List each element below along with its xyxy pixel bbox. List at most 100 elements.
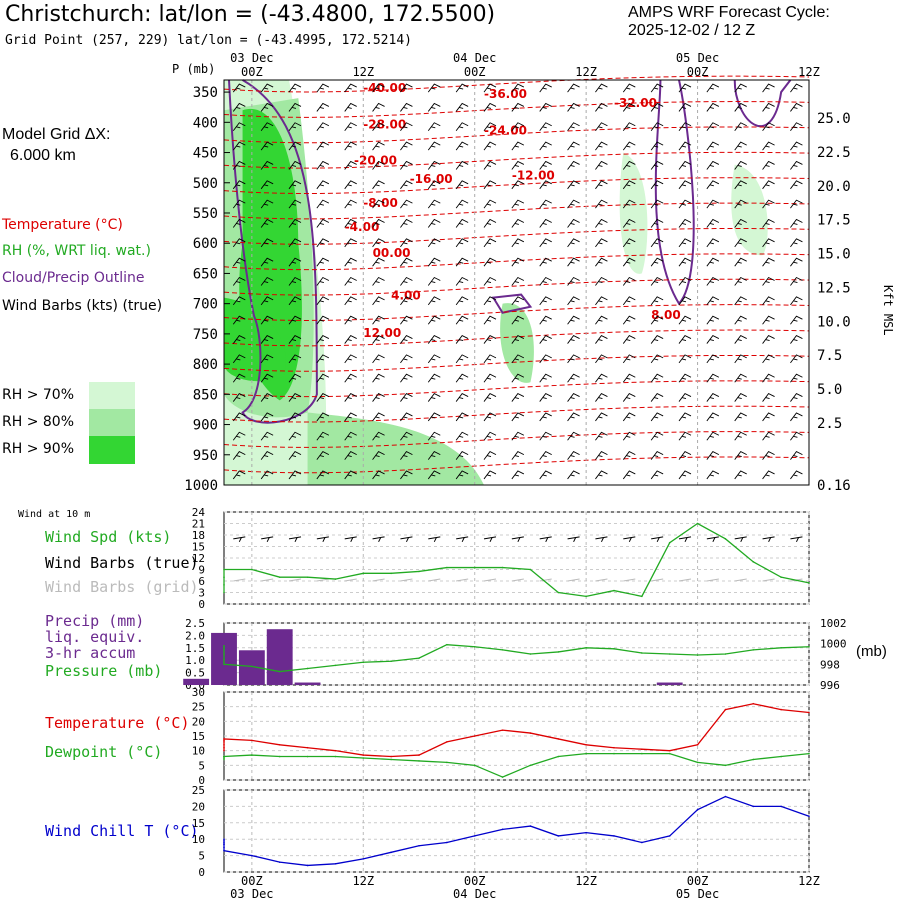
wind-barb	[706, 180, 720, 190]
wind-barb	[511, 354, 525, 364]
wind-barb	[790, 431, 803, 441]
wind-barb	[734, 315, 747, 325]
wind-barb	[316, 470, 330, 480]
wind-barb	[483, 393, 497, 402]
wind-barb	[232, 122, 246, 132]
temp-panel-ytick-label: 5	[198, 759, 205, 772]
wind-barb	[762, 315, 775, 325]
precip-bar	[266, 629, 293, 685]
wind-barb	[539, 180, 552, 190]
wind-barb	[790, 238, 803, 248]
pressure-tick-label: 900	[193, 418, 218, 434]
wind-barb	[622, 257, 636, 267]
wind-speed-line-point	[473, 566, 476, 569]
precip-bar	[656, 682, 683, 685]
isotherm-line	[223, 101, 810, 118]
wind-barb	[678, 180, 692, 190]
wind-barb	[539, 122, 552, 132]
wind-barb	[539, 199, 552, 209]
wind-barb	[567, 257, 580, 267]
wind-speed-line-point	[724, 538, 727, 540]
isotherm-label: 00.00	[373, 246, 411, 260]
windchill-panel-frame	[223, 789, 810, 873]
wind-barb	[650, 412, 664, 422]
wind-barb	[316, 199, 330, 209]
wind-barb	[790, 199, 803, 209]
wind-barb	[595, 122, 608, 132]
wind-barb	[622, 122, 636, 132]
wind-barb	[762, 238, 775, 248]
date-label-bottom: 04 Dec	[453, 887, 496, 900]
wind-barb	[232, 451, 246, 460]
wind-barb	[595, 102, 608, 112]
wind-speed-line-point	[223, 584, 225, 586]
temperature-line-point	[668, 749, 671, 752]
wind-barb	[567, 373, 580, 383]
wind-barb	[622, 334, 636, 344]
height-tick-label: 2.5	[817, 416, 842, 432]
wind-barb	[595, 470, 608, 480]
wind-barb	[483, 218, 497, 228]
wind-barb	[232, 257, 246, 267]
wind-barb	[678, 373, 692, 383]
wind-panel-ytick-label: 9	[198, 564, 205, 577]
wind-barb	[232, 141, 246, 151]
windchill-line-point	[446, 841, 448, 844]
wind-barb	[232, 315, 246, 325]
surface-wind-barb	[372, 536, 385, 543]
isotherm-label: -24.00	[484, 123, 527, 137]
wind-barb	[650, 431, 664, 441]
wind-speed-line-point	[780, 576, 782, 578]
wind-barb	[511, 276, 525, 286]
wind-barb	[400, 238, 413, 248]
wind-barb	[427, 412, 441, 422]
grid-wind-barb	[372, 578, 385, 582]
wind-barb	[511, 141, 525, 151]
wind-barb	[372, 393, 385, 402]
pressure-tick-label: 850	[193, 387, 218, 403]
wind-barb	[344, 296, 357, 306]
wind-barb	[762, 373, 775, 383]
time-tick-label-top: 12Z	[352, 65, 374, 79]
pressure-tick-label: 350	[193, 85, 218, 101]
wind-barb	[344, 451, 357, 460]
wind-barb	[678, 412, 692, 422]
wind-barb	[650, 373, 664, 383]
windchill-line-point	[223, 841, 225, 844]
dewpoint-line-point	[696, 761, 699, 764]
wind-barb	[316, 354, 330, 364]
wind-barb	[427, 354, 441, 364]
wind-barb	[650, 393, 664, 402]
wind-panel-ytick-label: 12	[192, 552, 205, 565]
temp-panel-ytick-label: 15	[192, 730, 205, 743]
wind-panel-ytick-label: 15	[192, 541, 205, 554]
wind-barb	[400, 276, 413, 286]
wind-barb	[734, 412, 747, 422]
wind-barb	[344, 180, 357, 190]
pressure-line-point	[390, 660, 392, 663]
wind-barb	[372, 160, 385, 170]
wind-barb	[622, 373, 636, 383]
dewpoint-line-point	[752, 758, 755, 761]
time-tick-label-bottom: 12Z	[575, 874, 597, 888]
isotherm-label: -20.00	[354, 154, 397, 168]
wind-barb	[706, 373, 720, 383]
wind-barb	[483, 276, 497, 286]
wind-panel-ytick-label: 18	[192, 529, 205, 542]
windchill-line-point	[668, 835, 671, 837]
wind-barb	[455, 160, 469, 170]
surface-wind-barb	[288, 536, 302, 543]
time-tick-label-top: 00Z	[687, 65, 709, 79]
wind-barb	[400, 83, 413, 93]
wind-barb	[650, 102, 664, 112]
wind-barb	[483, 238, 497, 248]
temperature-line-point	[613, 746, 615, 749]
isotherm-label: -4.00	[345, 220, 380, 234]
forecast-cycle-label: AMPS WRF Forecast Cycle:	[628, 4, 830, 21]
isotherm-label: -16.00	[410, 172, 453, 186]
wind-barb	[567, 122, 580, 132]
wind-barb	[288, 257, 302, 267]
wind-barb	[427, 373, 441, 383]
wind-speed-line-point	[223, 591, 225, 594]
wind-barb	[400, 257, 413, 267]
